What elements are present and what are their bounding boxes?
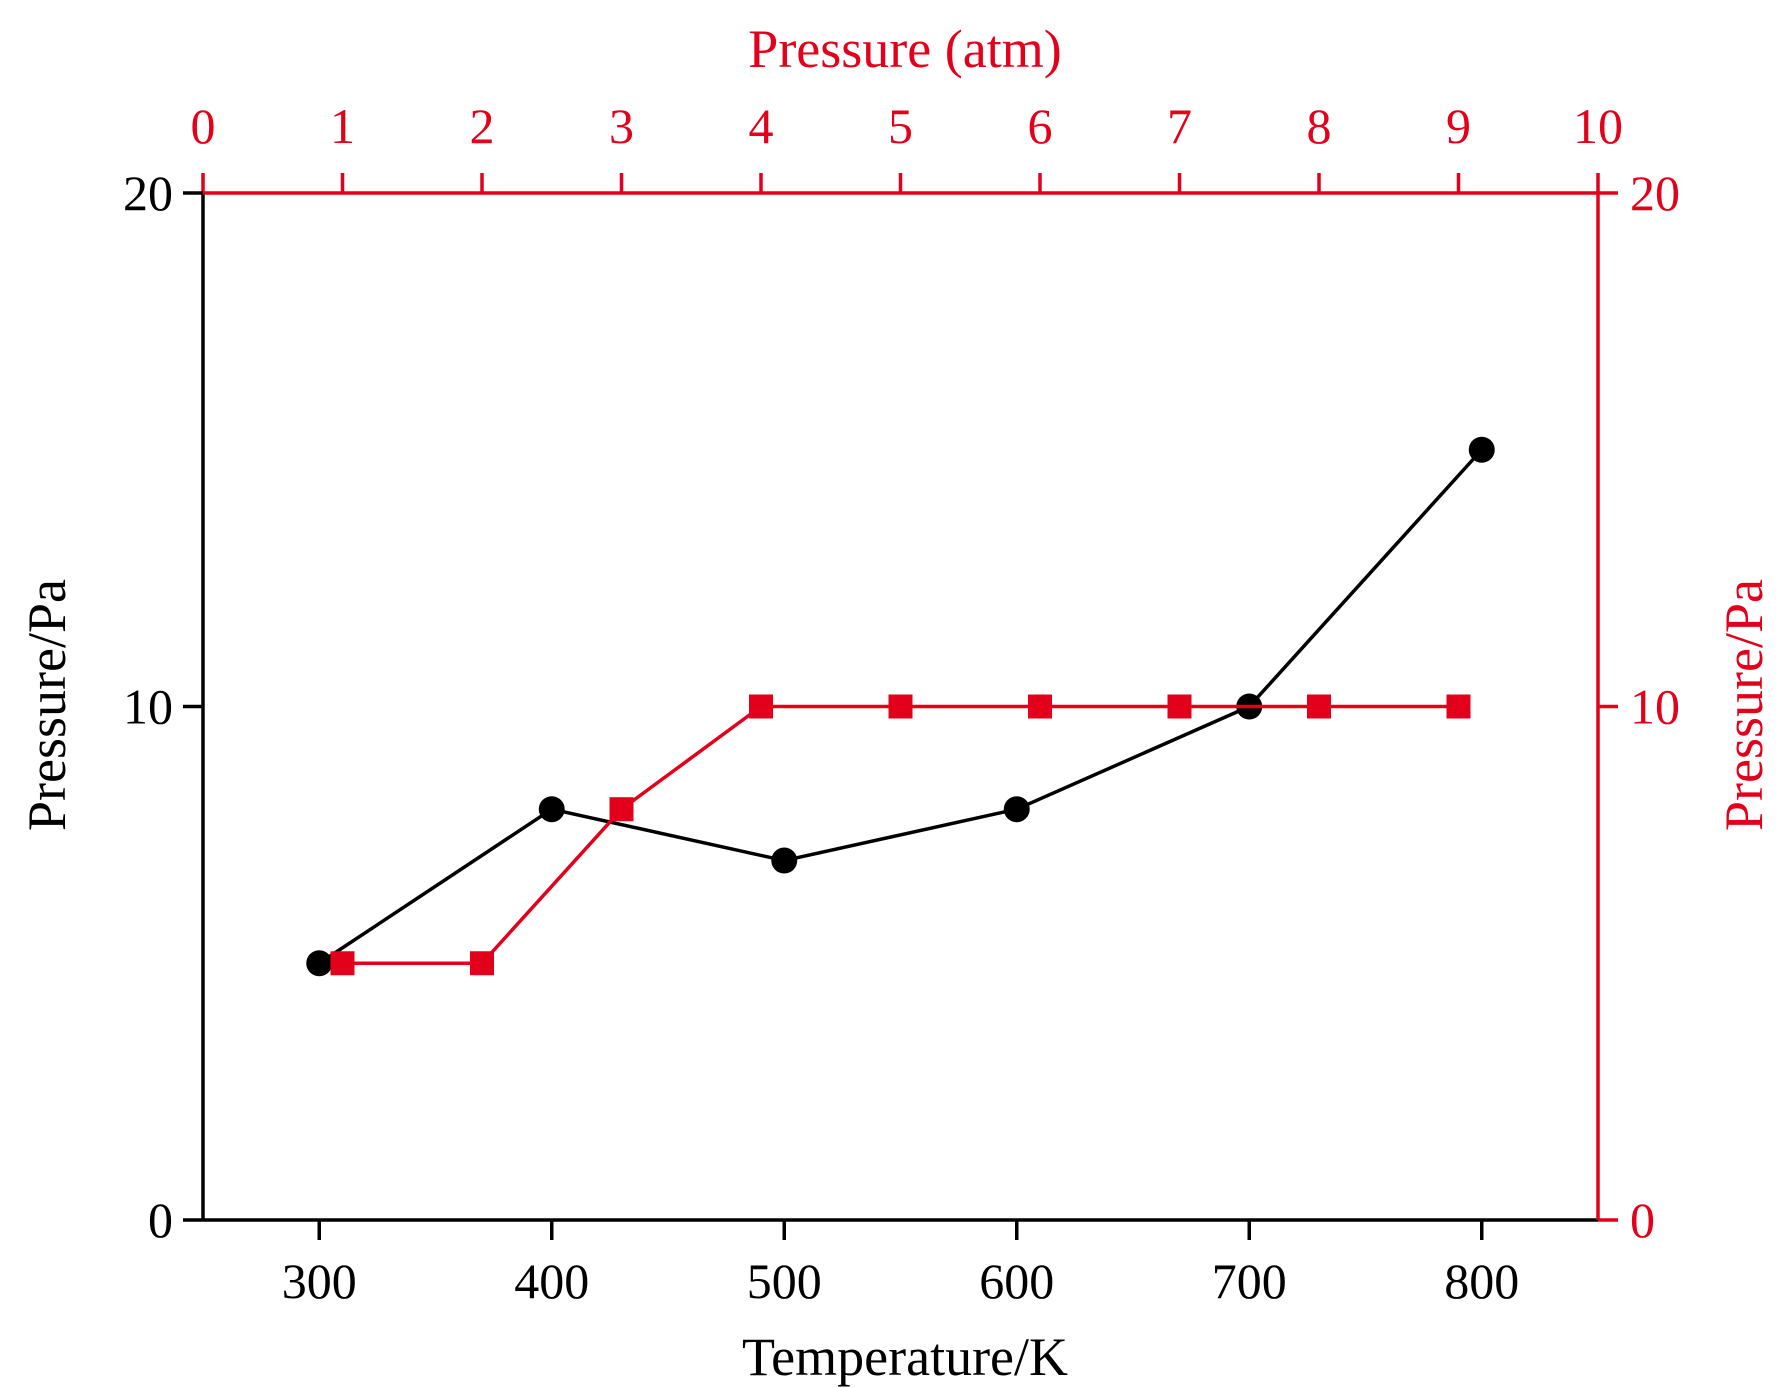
y2-tick-label: 10 [1630,679,1680,735]
series-1 [306,436,1495,977]
series-2-point [888,694,913,719]
x2-tick-label: 10 [1573,98,1623,154]
x2-axis-title: Pressure (atm) [748,19,1061,79]
series-2-point [1028,694,1052,719]
series-1-point [1468,436,1495,463]
y2-tick-label: 20 [1630,165,1680,221]
series-2-point [470,951,494,976]
x2-tick-label: 4 [749,98,774,154]
y-axis-title: Pressure/Pa [17,579,77,831]
series-1-point [1003,796,1030,823]
x2-tick-label: 6 [1028,98,1053,154]
x-axis-title: Temperature/K [742,1327,1068,1387]
series-1-point [306,950,333,977]
series-2-point [1167,694,1192,719]
x2-tick-label: 2 [470,98,495,154]
x2-tick-label: 1 [330,98,355,154]
y2-axis-title: Pressure/Pa [1714,579,1774,831]
y-tick-label: 0 [148,1192,173,1248]
y2-tick-label: 0 [1630,1192,1655,1248]
x-tick-label: 800 [1444,1253,1519,1309]
x-tick-label: 400 [514,1253,589,1309]
series-2-point [609,797,634,822]
y-tick-label: 20 [123,165,173,221]
series-2-point [1446,694,1471,719]
x-tick-label: 500 [747,1253,822,1309]
x2-tick-label: 5 [888,98,913,154]
series-1-point [771,847,798,874]
x-tick-label: 600 [979,1253,1054,1309]
series-2 [330,694,1471,976]
series-2-point [1307,694,1331,719]
x2-tick-label: 9 [1446,98,1471,154]
series-2-point [749,694,773,719]
x-tick-label: 300 [282,1253,357,1309]
y-tick-label: 10 [123,679,173,735]
x2-tick-label: 8 [1307,98,1332,154]
series-layer [306,436,1495,977]
series-2-point [330,951,355,976]
series-1-point [538,796,565,823]
x2-tick-label: 3 [609,98,634,154]
series-1-line [318,448,1484,965]
x2-tick-label: 0 [191,98,216,154]
x2-tick-label: 7 [1167,98,1192,154]
x-tick-label: 700 [1212,1253,1287,1309]
